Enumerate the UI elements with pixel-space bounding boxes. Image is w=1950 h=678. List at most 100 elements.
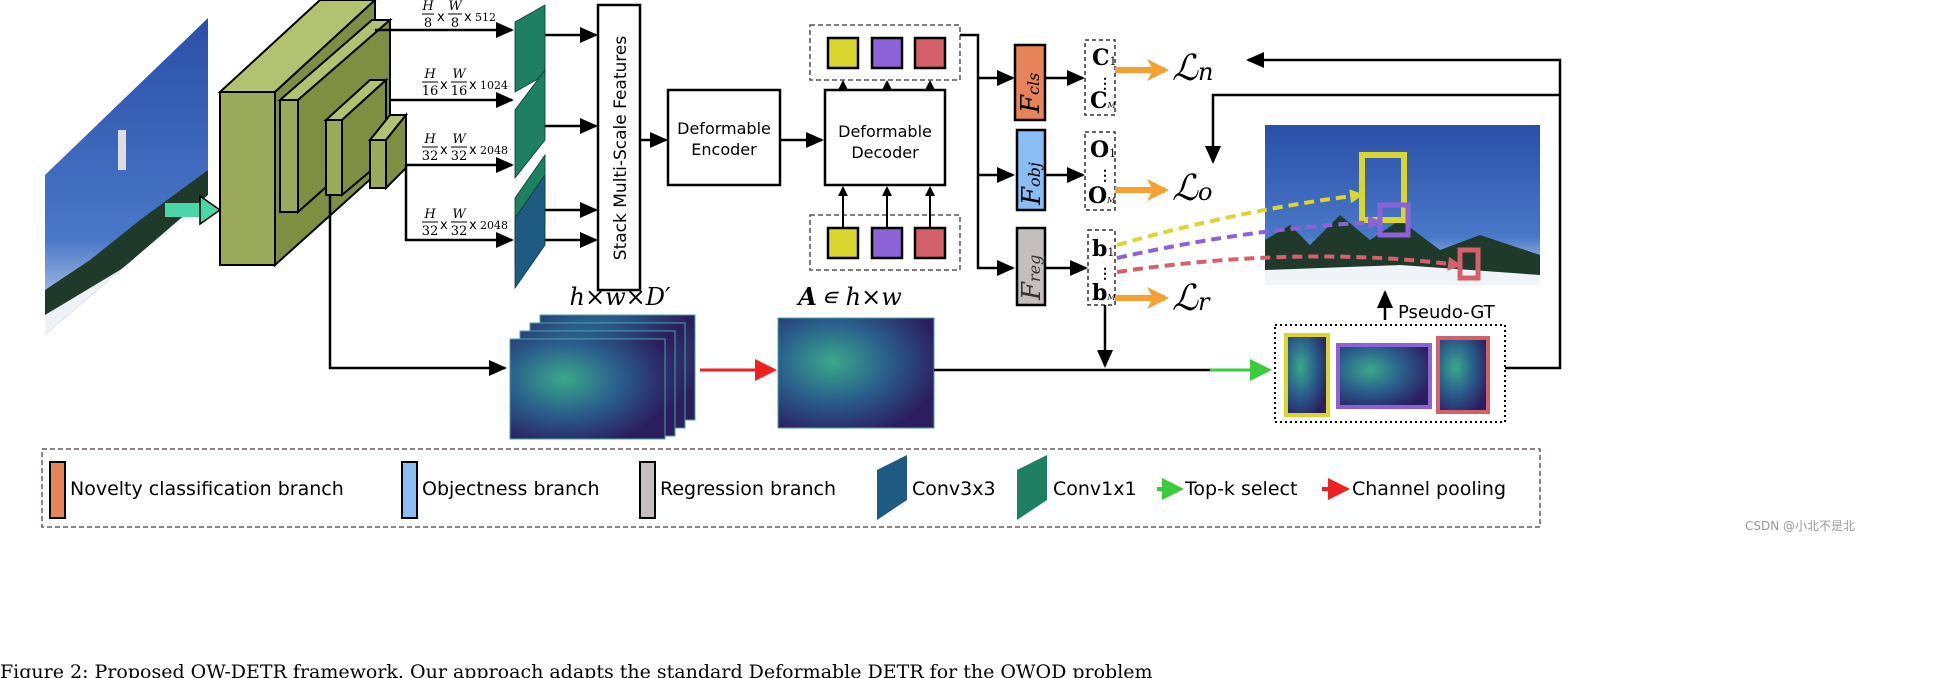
stack-features-box xyxy=(596,3,642,292)
objectness-head: Fobj xyxy=(1015,128,1047,212)
pseudo-gt-label: Pseudo-GT xyxy=(1398,302,1496,323)
svg-text:⋮: ⋮ xyxy=(1098,266,1112,282)
svg-text:x: x xyxy=(437,10,445,25)
conv-blocks xyxy=(514,4,546,290)
svg-text:x: x xyxy=(440,78,448,93)
feedback-lines xyxy=(1097,52,1562,370)
scale-label-1: H8 x W8 x 512 xyxy=(421,0,496,31)
svg-text:W: W xyxy=(452,132,467,147)
svg-text:x: x xyxy=(440,143,448,158)
svg-text:b1: b1 xyxy=(1092,236,1114,262)
output-queries xyxy=(809,24,961,81)
stack-features-label: Stack Multi-Scale Features xyxy=(611,36,631,261)
svg-text:Novelty classification branch: Novelty classification branch xyxy=(70,478,344,500)
input-queries xyxy=(809,214,961,271)
watermark: CSDN @小北不是北 xyxy=(1745,519,1855,533)
svg-text:⋮: ⋮ xyxy=(1098,76,1112,92)
svg-text:H: H xyxy=(423,132,436,147)
feature-dim-label: h×w×D′ xyxy=(570,283,671,311)
svg-text:Fobj: Fobj xyxy=(1017,162,1047,206)
svg-text:8: 8 xyxy=(451,16,459,31)
scale-label-3: H32 x W32 x 2048 xyxy=(422,132,508,164)
conv1x1-block xyxy=(514,68,546,180)
conv3x3-block xyxy=(514,173,546,290)
svg-text:Fcls: Fcls xyxy=(1016,73,1046,114)
svg-text:x: x xyxy=(469,143,477,158)
input-image xyxy=(45,18,208,335)
scale-labels: H8 x W8 x 512 H16 x W16 x 1024 H32 x W32 x… xyxy=(421,0,508,239)
box-yellow xyxy=(1359,152,1407,223)
svg-text:W: W xyxy=(448,0,463,14)
attention-label: A ∊ h×w xyxy=(796,282,902,311)
svg-text:x: x xyxy=(469,78,477,93)
svg-text:32: 32 xyxy=(422,149,439,164)
svg-text:x: x xyxy=(440,218,448,233)
pseudo-box-curves xyxy=(1116,189,1462,274)
svg-text:Conv3x3: Conv3x3 xyxy=(912,478,996,500)
skier xyxy=(118,130,126,170)
detection-result-image xyxy=(1265,125,1540,285)
svg-text:W: W xyxy=(452,207,467,222)
legend: Novelty classification branch Objectness… xyxy=(41,448,1541,528)
loss-novelty: ℒn xyxy=(1172,48,1213,89)
svg-text:O1: O1 xyxy=(1090,137,1116,163)
branch-lines xyxy=(960,33,1088,276)
novelty-classification-head: Fcls xyxy=(1013,43,1047,122)
svg-text:16: 16 xyxy=(422,84,439,99)
objectness-outputs: O1 ⋮ OM xyxy=(1084,131,1116,211)
svg-text:OM: OM xyxy=(1088,183,1116,209)
svg-text:32: 32 xyxy=(422,224,439,239)
figure-caption: Figure 2: Proposed OW-DETR framework. Ou… xyxy=(0,661,1153,678)
loss-arrows xyxy=(1115,59,1169,309)
deformable-encoder-box xyxy=(666,88,782,187)
scale-arrows xyxy=(328,22,514,376)
svg-text:1024: 1024 xyxy=(480,79,508,92)
legend-item-topk: Top-k select xyxy=(1157,478,1297,500)
svg-text:16: 16 xyxy=(451,84,468,99)
pseudo-gt-crops xyxy=(1274,324,1506,423)
svg-text:8: 8 xyxy=(424,16,432,31)
box-outputs: b1 ⋮ bM xyxy=(1087,229,1116,306)
svg-text:32: 32 xyxy=(451,149,468,164)
backbone xyxy=(217,0,409,268)
conv-to-stack-arrows xyxy=(545,27,598,248)
svg-text:Channel pooling: Channel pooling xyxy=(1352,478,1506,500)
legend-item-conv3x3: Conv3x3 xyxy=(877,455,996,520)
svg-text:x: x xyxy=(464,10,472,25)
legend-item-regression: Regression branch xyxy=(639,461,836,519)
decoder-label-2: Decoder xyxy=(851,143,919,162)
legend-item-conv1x1: Conv1x1 xyxy=(1017,455,1137,520)
svg-text:512: 512 xyxy=(475,11,496,24)
legend-item-channel-pooling: Channel pooling xyxy=(1322,478,1506,500)
svg-text:⋮: ⋮ xyxy=(1098,168,1112,184)
scale-label-4: H32 x W32 x 2048 xyxy=(422,207,508,239)
feature-map-stack xyxy=(509,314,696,440)
svg-text:Objectness branch: Objectness branch xyxy=(422,478,600,500)
svg-text:Top-k select: Top-k select xyxy=(1184,478,1297,500)
loss-objectness: ℒo xyxy=(1172,168,1212,209)
losses: ℒn ℒo ℒr xyxy=(1172,48,1213,319)
encoder-label-2: Encoder xyxy=(691,140,757,159)
svg-text:2048: 2048 xyxy=(480,219,508,232)
svg-text:C1: C1 xyxy=(1092,45,1117,71)
svg-text:2048: 2048 xyxy=(480,144,508,157)
legend-item-objectness: Objectness branch xyxy=(401,461,600,519)
svg-text:x: x xyxy=(469,218,477,233)
deformable-decoder-box xyxy=(823,88,947,187)
svg-text:H: H xyxy=(423,67,436,82)
svg-text:H: H xyxy=(423,207,436,222)
encoder-label-1: Deformable xyxy=(677,119,771,138)
decoder-label-1: Deformable xyxy=(838,122,932,141)
attention-map xyxy=(777,317,935,429)
svg-text:32: 32 xyxy=(451,224,468,239)
svg-text:H: H xyxy=(421,0,434,14)
class-outputs: C1 ⋮ CM xyxy=(1084,39,1117,116)
loss-regression: ℒr xyxy=(1172,278,1211,319)
query-arrows xyxy=(838,80,935,228)
svg-text:Regression branch: Regression branch xyxy=(660,478,836,500)
svg-text:Freg: Freg xyxy=(1017,255,1047,301)
scale-label-2: H16 x W16 x 1024 xyxy=(422,67,508,99)
regression-head: Freg xyxy=(1015,226,1047,307)
svg-text:W: W xyxy=(452,67,467,82)
